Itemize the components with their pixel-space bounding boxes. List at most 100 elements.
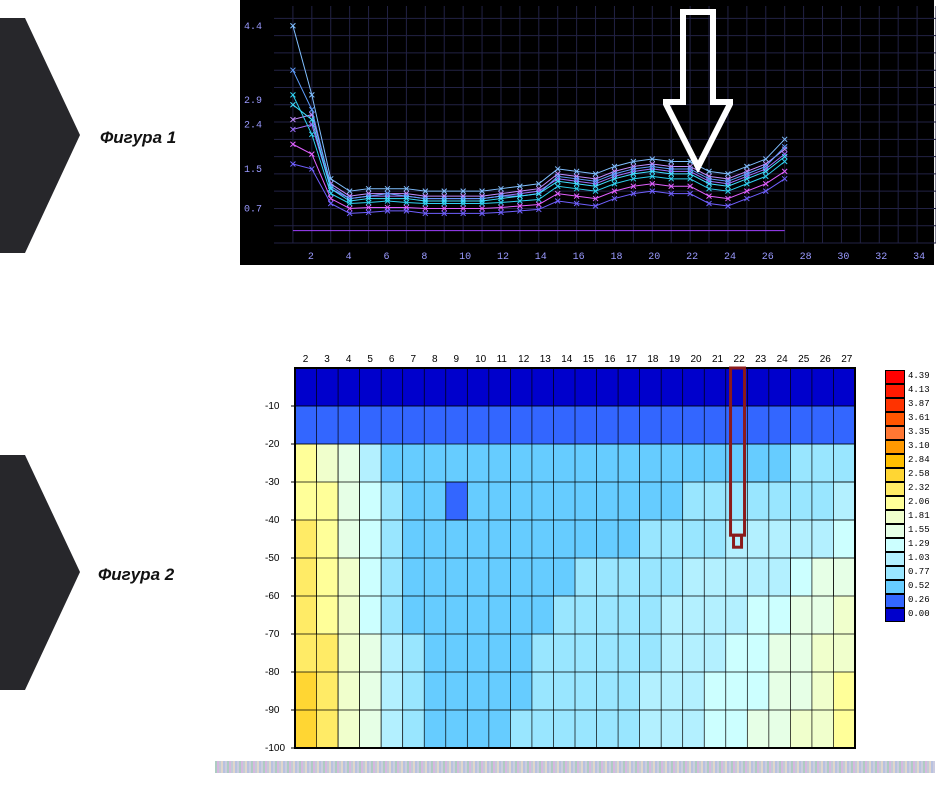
svg-text:4: 4 [346,252,352,263]
legend-value: 1.55 [908,525,930,535]
svg-text:2.4: 2.4 [244,121,262,132]
svg-text:18: 18 [647,354,659,365]
page: Фигура 1 Фигура 2 0.71.52.42.94.42468101… [0,0,940,788]
svg-text:16: 16 [604,354,616,365]
legend-value: 3.61 [908,413,930,423]
legend-swatch [885,468,905,482]
legend-swatch [885,524,905,538]
svg-text:6: 6 [389,354,395,365]
svg-text:15: 15 [583,354,595,365]
figure2-label: Фигура 2 [98,565,174,585]
svg-text:-10: -10 [265,401,280,412]
svg-text:9: 9 [454,354,460,365]
decorative-noise-strip [215,761,935,773]
svg-text:8: 8 [421,252,427,263]
legend-swatch [885,412,905,426]
svg-text:10: 10 [475,354,487,365]
figure1-chart: 0.71.52.42.94.42468101214161820222426283… [240,0,934,265]
legend-swatch [885,510,905,524]
svg-text:-90: -90 [265,705,280,716]
legend-value: 0.00 [908,609,930,619]
legend-value: 2.32 [908,483,930,493]
legend-value: 3.35 [908,427,930,437]
svg-text:32: 32 [875,252,887,263]
svg-text:27: 27 [841,354,853,365]
legend-swatch [885,398,905,412]
legend-swatch [885,426,905,440]
svg-text:28: 28 [800,252,812,263]
svg-text:4.4: 4.4 [244,22,262,33]
legend-value: 2.84 [908,455,930,465]
svg-text:26: 26 [762,252,774,263]
svg-text:-100: -100 [265,743,285,753]
svg-text:3: 3 [324,354,330,365]
svg-text:23: 23 [755,354,767,365]
legend-value: 3.10 [908,441,930,451]
legend-value: 0.77 [908,567,930,577]
svg-text:19: 19 [669,354,681,365]
decor-arrow-1 [0,18,80,253]
svg-text:24: 24 [777,354,789,365]
svg-text:20: 20 [648,252,660,263]
svg-text:30: 30 [837,252,849,263]
svg-text:4: 4 [346,354,352,365]
decor-arrow-2 [0,455,80,690]
svg-text:16: 16 [573,252,585,263]
legend-value: 1.81 [908,511,930,521]
legend-swatch [885,552,905,566]
legend-swatch [885,594,905,608]
legend-value: 1.03 [908,553,930,563]
svg-text:0.7: 0.7 [244,204,262,215]
svg-text:7: 7 [410,354,416,365]
svg-text:10: 10 [459,252,471,263]
svg-text:2.9: 2.9 [244,96,262,107]
svg-text:-70: -70 [265,629,280,640]
legend-swatch [885,384,905,398]
legend-swatch [885,608,905,622]
svg-text:24: 24 [724,252,736,263]
legend-value: 2.06 [908,497,930,507]
svg-text:14: 14 [561,354,573,365]
legend-swatch [885,580,905,594]
svg-text:-40: -40 [265,515,280,526]
svg-text:-50: -50 [265,553,280,564]
svg-text:18: 18 [610,252,622,263]
svg-text:20: 20 [690,354,702,365]
svg-text:17: 17 [626,354,638,365]
legend-swatch [885,454,905,468]
svg-text:22: 22 [734,354,746,365]
legend-value: 2.58 [908,469,930,479]
svg-text:26: 26 [820,354,832,365]
svg-text:21: 21 [712,354,724,365]
svg-text:2: 2 [303,354,309,365]
svg-text:34: 34 [913,252,925,263]
svg-text:5: 5 [367,354,373,365]
figure2-colorscale-legend: 4.39 4.13 3.87 3.61 3.35 3.10 [885,370,940,622]
figure2-chart: 2345678910111213141516171819202122232425… [255,348,860,753]
legend-value: 3.87 [908,399,930,409]
svg-text:12: 12 [518,354,530,365]
svg-text:12: 12 [497,252,509,263]
legend-swatch [885,566,905,580]
legend-value: 1.29 [908,539,930,549]
legend-swatch [885,538,905,552]
svg-text:-60: -60 [265,591,280,602]
annotation-arrow-icon [663,7,733,177]
legend-value: 4.13 [908,385,930,395]
svg-text:-20: -20 [265,439,280,450]
svg-text:14: 14 [535,252,547,263]
legend-swatch [885,440,905,454]
svg-text:6: 6 [383,252,389,263]
svg-text:2: 2 [308,252,314,263]
legend-value: 0.52 [908,581,930,591]
legend-swatch [885,370,905,384]
svg-text:8: 8 [432,354,438,365]
legend-value: 4.39 [908,371,930,381]
legend-swatch [885,496,905,510]
svg-text:1.5: 1.5 [244,165,262,176]
figure1-label: Фигура 1 [100,128,176,148]
legend-swatch [885,482,905,496]
legend-value: 0.26 [908,595,930,605]
svg-text:25: 25 [798,354,810,365]
svg-text:-30: -30 [265,477,280,488]
